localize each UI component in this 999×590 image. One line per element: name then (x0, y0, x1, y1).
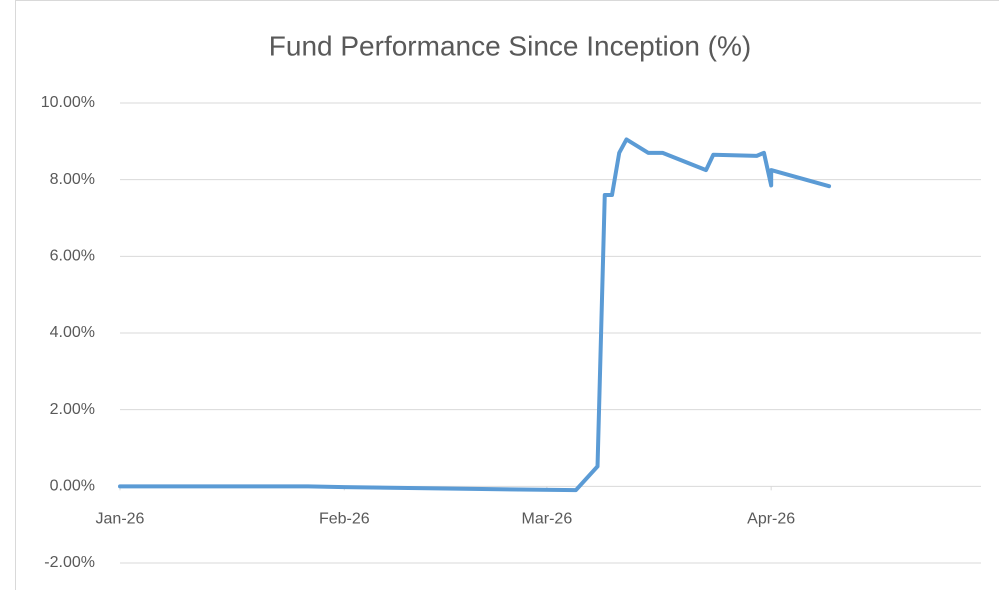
x-tick-label: Apr-26 (747, 511, 795, 528)
y-tick-label: 0.00% (50, 478, 95, 495)
y-tick-label: -2.00% (44, 554, 95, 571)
x-tick-label: Jan-26 (96, 511, 145, 528)
y-tick-label: 2.00% (50, 401, 95, 418)
chart-border (15, 0, 999, 590)
y-tick-label: 6.00% (50, 248, 95, 265)
x-tick-label: Mar-26 (522, 511, 573, 528)
data-line (118, 137, 832, 493)
y-tick-label: 8.00% (50, 171, 95, 188)
y-tick-label: 4.00% (50, 324, 95, 341)
chart-title: Fund Performance Since Inception (%) (269, 30, 751, 61)
y-tick-label: 10.00% (41, 94, 95, 111)
x-tick-label: Feb-26 (319, 511, 370, 528)
